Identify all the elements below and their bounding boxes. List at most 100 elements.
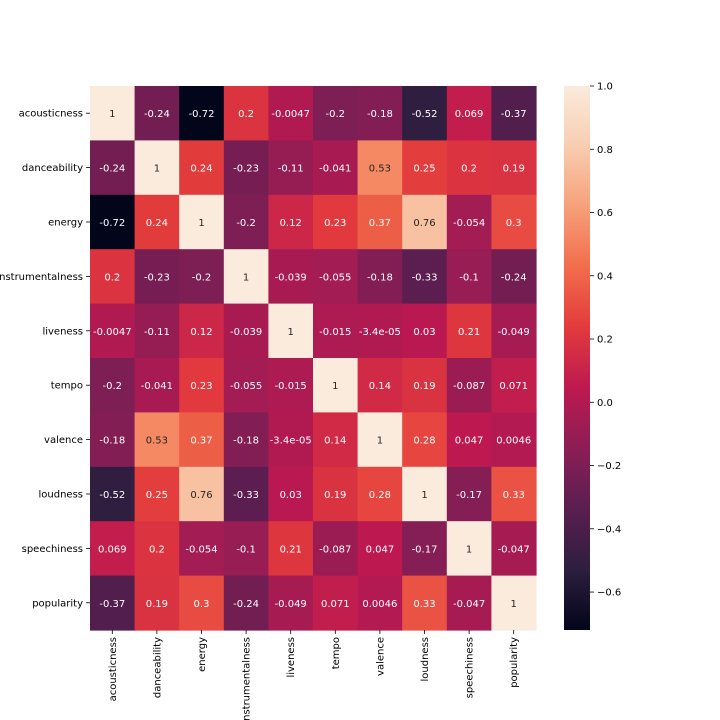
cell-value-loudness-instrumentalness: -0.33 bbox=[233, 490, 259, 501]
heatmap-cell-speechiness-speechiness bbox=[446, 521, 492, 577]
colorbar-tick-label: 0.6 bbox=[597, 208, 613, 219]
y-tick-label-valence: valence bbox=[44, 435, 83, 446]
heatmap-cell-acousticness-speechiness bbox=[446, 86, 492, 141]
heatmap-cell-popularity-loudness bbox=[402, 575, 448, 631]
cell-value-instrumentalness-popularity: -0.24 bbox=[501, 272, 527, 283]
heatmap-cell-energy-tempo bbox=[313, 194, 359, 250]
cell-value-liveness-speechiness: 0.21 bbox=[458, 327, 480, 338]
cell-value-acousticness-liveness: -0.0047 bbox=[271, 109, 310, 120]
colorbar-tick-label: 0.0 bbox=[597, 398, 613, 409]
cell-value-acousticness-instrumentalness: 0.2 bbox=[238, 109, 254, 120]
cell-value-liveness-loudness: 0.03 bbox=[413, 327, 435, 338]
cell-value-valence-liveness: -3.4e-05 bbox=[270, 436, 312, 447]
heatmap-cell-danceability-liveness bbox=[268, 140, 314, 196]
heatmap-cell-speechiness-tempo bbox=[313, 521, 359, 577]
x-tick-label-instrumentalness: instrumentalness bbox=[242, 637, 253, 720]
cell-value-speechiness-acousticness: 0.069 bbox=[98, 544, 127, 555]
heatmap-cell-speechiness-valence bbox=[357, 521, 403, 577]
heatmap-cell-speechiness-instrumentalness bbox=[223, 521, 269, 577]
cell-value-tempo-tempo: 1 bbox=[332, 381, 338, 392]
y-tick-label-loudness: loudness bbox=[39, 490, 84, 501]
cell-value-speechiness-valence: 0.047 bbox=[366, 544, 395, 555]
colorbar-gradient bbox=[564, 86, 590, 630]
heatmap-cell-energy-popularity bbox=[491, 194, 537, 250]
heatmap-cell-valence-valence bbox=[357, 412, 403, 468]
colorbar: 1.0 0.8 0.6 0.4 0.2 0.0 −0.2 −0.4 −0.6 bbox=[564, 82, 621, 630]
heatmap-cell-speechiness-energy bbox=[179, 521, 225, 577]
heatmap-cell-popularity-speechiness bbox=[446, 575, 492, 631]
cell-value-popularity-energy: 0.3 bbox=[194, 599, 210, 610]
heatmap-cell-danceability-energy bbox=[179, 140, 225, 196]
heatmap-cell-instrumentalness-valence bbox=[357, 249, 403, 305]
heatmap-cell-danceability-acousticness bbox=[90, 140, 136, 196]
cell-value-valence-energy: 0.37 bbox=[190, 436, 212, 447]
heatmap-plot-area: 1 -0.24 -0.72 0.2 -0.0047 -0.2 -0.18 -0.52 0.069… bbox=[90, 86, 537, 631]
cell-value-acousticness-speechiness: 0.069 bbox=[455, 109, 484, 120]
heatmap-cell-valence-energy bbox=[179, 412, 225, 468]
heatmap-cell-speechiness-danceability bbox=[134, 521, 180, 577]
x-tick-label-popularity: popularity bbox=[509, 637, 520, 688]
cell-value-energy-instrumentalness: -0.2 bbox=[236, 218, 256, 229]
heatmap-cell-instrumentalness-popularity bbox=[491, 249, 537, 305]
cell-value-liveness-danceability: -0.11 bbox=[144, 327, 170, 338]
cell-value-energy-loudness: 0.76 bbox=[413, 218, 435, 229]
cell-value-instrumentalness-energy: -0.2 bbox=[192, 272, 212, 283]
heatmap-cell-speechiness-acousticness bbox=[90, 521, 136, 577]
cell-value-danceability-danceability: 1 bbox=[154, 164, 160, 175]
heatmap-cell-speechiness-liveness bbox=[268, 521, 314, 577]
cell-value-instrumentalness-acousticness: 0.2 bbox=[104, 272, 120, 283]
cell-value-loudness-tempo: 0.19 bbox=[324, 490, 346, 501]
cell-value-danceability-loudness: 0.25 bbox=[413, 164, 435, 175]
colorbar-tick-label: 0.4 bbox=[597, 271, 613, 282]
colorbar-tick-label: −0.6 bbox=[597, 588, 621, 599]
cell-value-instrumentalness-liveness: -0.039 bbox=[275, 272, 307, 283]
heatmap-cell-loudness-danceability bbox=[134, 466, 180, 522]
cell-value-speechiness-popularity: -0.047 bbox=[498, 544, 530, 555]
heatmap-cell-loudness-tempo bbox=[313, 466, 359, 522]
heatmap-cell-energy-loudness bbox=[402, 194, 448, 250]
cell-value-instrumentalness-instrumentalness: 1 bbox=[243, 272, 249, 283]
heatmap-cell-popularity-acousticness bbox=[90, 575, 136, 631]
heatmap-cell-loudness-popularity bbox=[491, 466, 537, 522]
cell-value-valence-tempo: 0.14 bbox=[324, 436, 346, 447]
heatmap-cell-loudness-energy bbox=[179, 466, 225, 522]
heatmap-cell-loudness-instrumentalness bbox=[223, 466, 269, 522]
heatmap-cell-acousticness-acousticness bbox=[90, 86, 136, 141]
cell-value-danceability-energy: 0.24 bbox=[190, 164, 212, 175]
cell-value-energy-valence: 0.37 bbox=[369, 218, 391, 229]
heatmap-cell-valence-tempo bbox=[313, 412, 359, 468]
heatmap-cell-liveness-loudness bbox=[402, 303, 448, 359]
cell-value-danceability-valence: 0.53 bbox=[369, 164, 391, 175]
heatmap-cell-danceability-loudness bbox=[402, 140, 448, 196]
y-tick-label-speechiness: speechiness bbox=[22, 544, 83, 555]
colorbar-tick-label: 0.2 bbox=[597, 335, 613, 346]
x-tick-label-valence: valence bbox=[375, 637, 386, 676]
y-tick-label-popularity: popularity bbox=[32, 598, 83, 609]
x-tick-label-energy: energy bbox=[197, 637, 208, 672]
cell-value-tempo-liveness: -0.015 bbox=[275, 381, 307, 392]
cell-value-danceability-acousticness: -0.24 bbox=[99, 164, 125, 175]
heatmap-cell-danceability-danceability bbox=[134, 140, 180, 196]
cell-value-instrumentalness-valence: -0.18 bbox=[367, 272, 393, 283]
heatmap-cell-liveness-liveness bbox=[268, 303, 314, 359]
cell-value-liveness-instrumentalness: -0.039 bbox=[230, 327, 262, 338]
cell-value-popularity-popularity: 1 bbox=[511, 599, 517, 610]
cell-value-acousticness-tempo: -0.2 bbox=[326, 109, 346, 120]
cell-value-energy-energy: 1 bbox=[198, 218, 204, 229]
cell-value-acousticness-popularity: -0.37 bbox=[501, 109, 527, 120]
heatmap-cell-energy-acousticness bbox=[90, 194, 136, 250]
heatmap-cell-energy-speechiness bbox=[446, 194, 492, 250]
heatmap-cell-acousticness-instrumentalness bbox=[223, 86, 269, 141]
x-tick-labels: acousticness danceability energy instrument… bbox=[108, 630, 520, 720]
cell-value-danceability-popularity: 0.19 bbox=[503, 164, 525, 175]
cell-value-popularity-valence: 0.0046 bbox=[362, 599, 397, 610]
heatmap-cell-valence-liveness bbox=[268, 412, 314, 468]
heatmap-cell-liveness-energy bbox=[179, 303, 225, 359]
cell-value-popularity-speechiness: -0.047 bbox=[453, 599, 485, 610]
cell-value-tempo-energy: 0.23 bbox=[190, 381, 212, 392]
heatmap-cell-liveness-acousticness bbox=[90, 303, 136, 359]
cell-value-energy-popularity: 0.3 bbox=[506, 218, 522, 229]
y-tick-label-liveness: liveness bbox=[42, 326, 83, 337]
heatmap-cell-valence-danceability bbox=[134, 412, 180, 468]
cell-value-energy-speechiness: -0.054 bbox=[453, 218, 485, 229]
